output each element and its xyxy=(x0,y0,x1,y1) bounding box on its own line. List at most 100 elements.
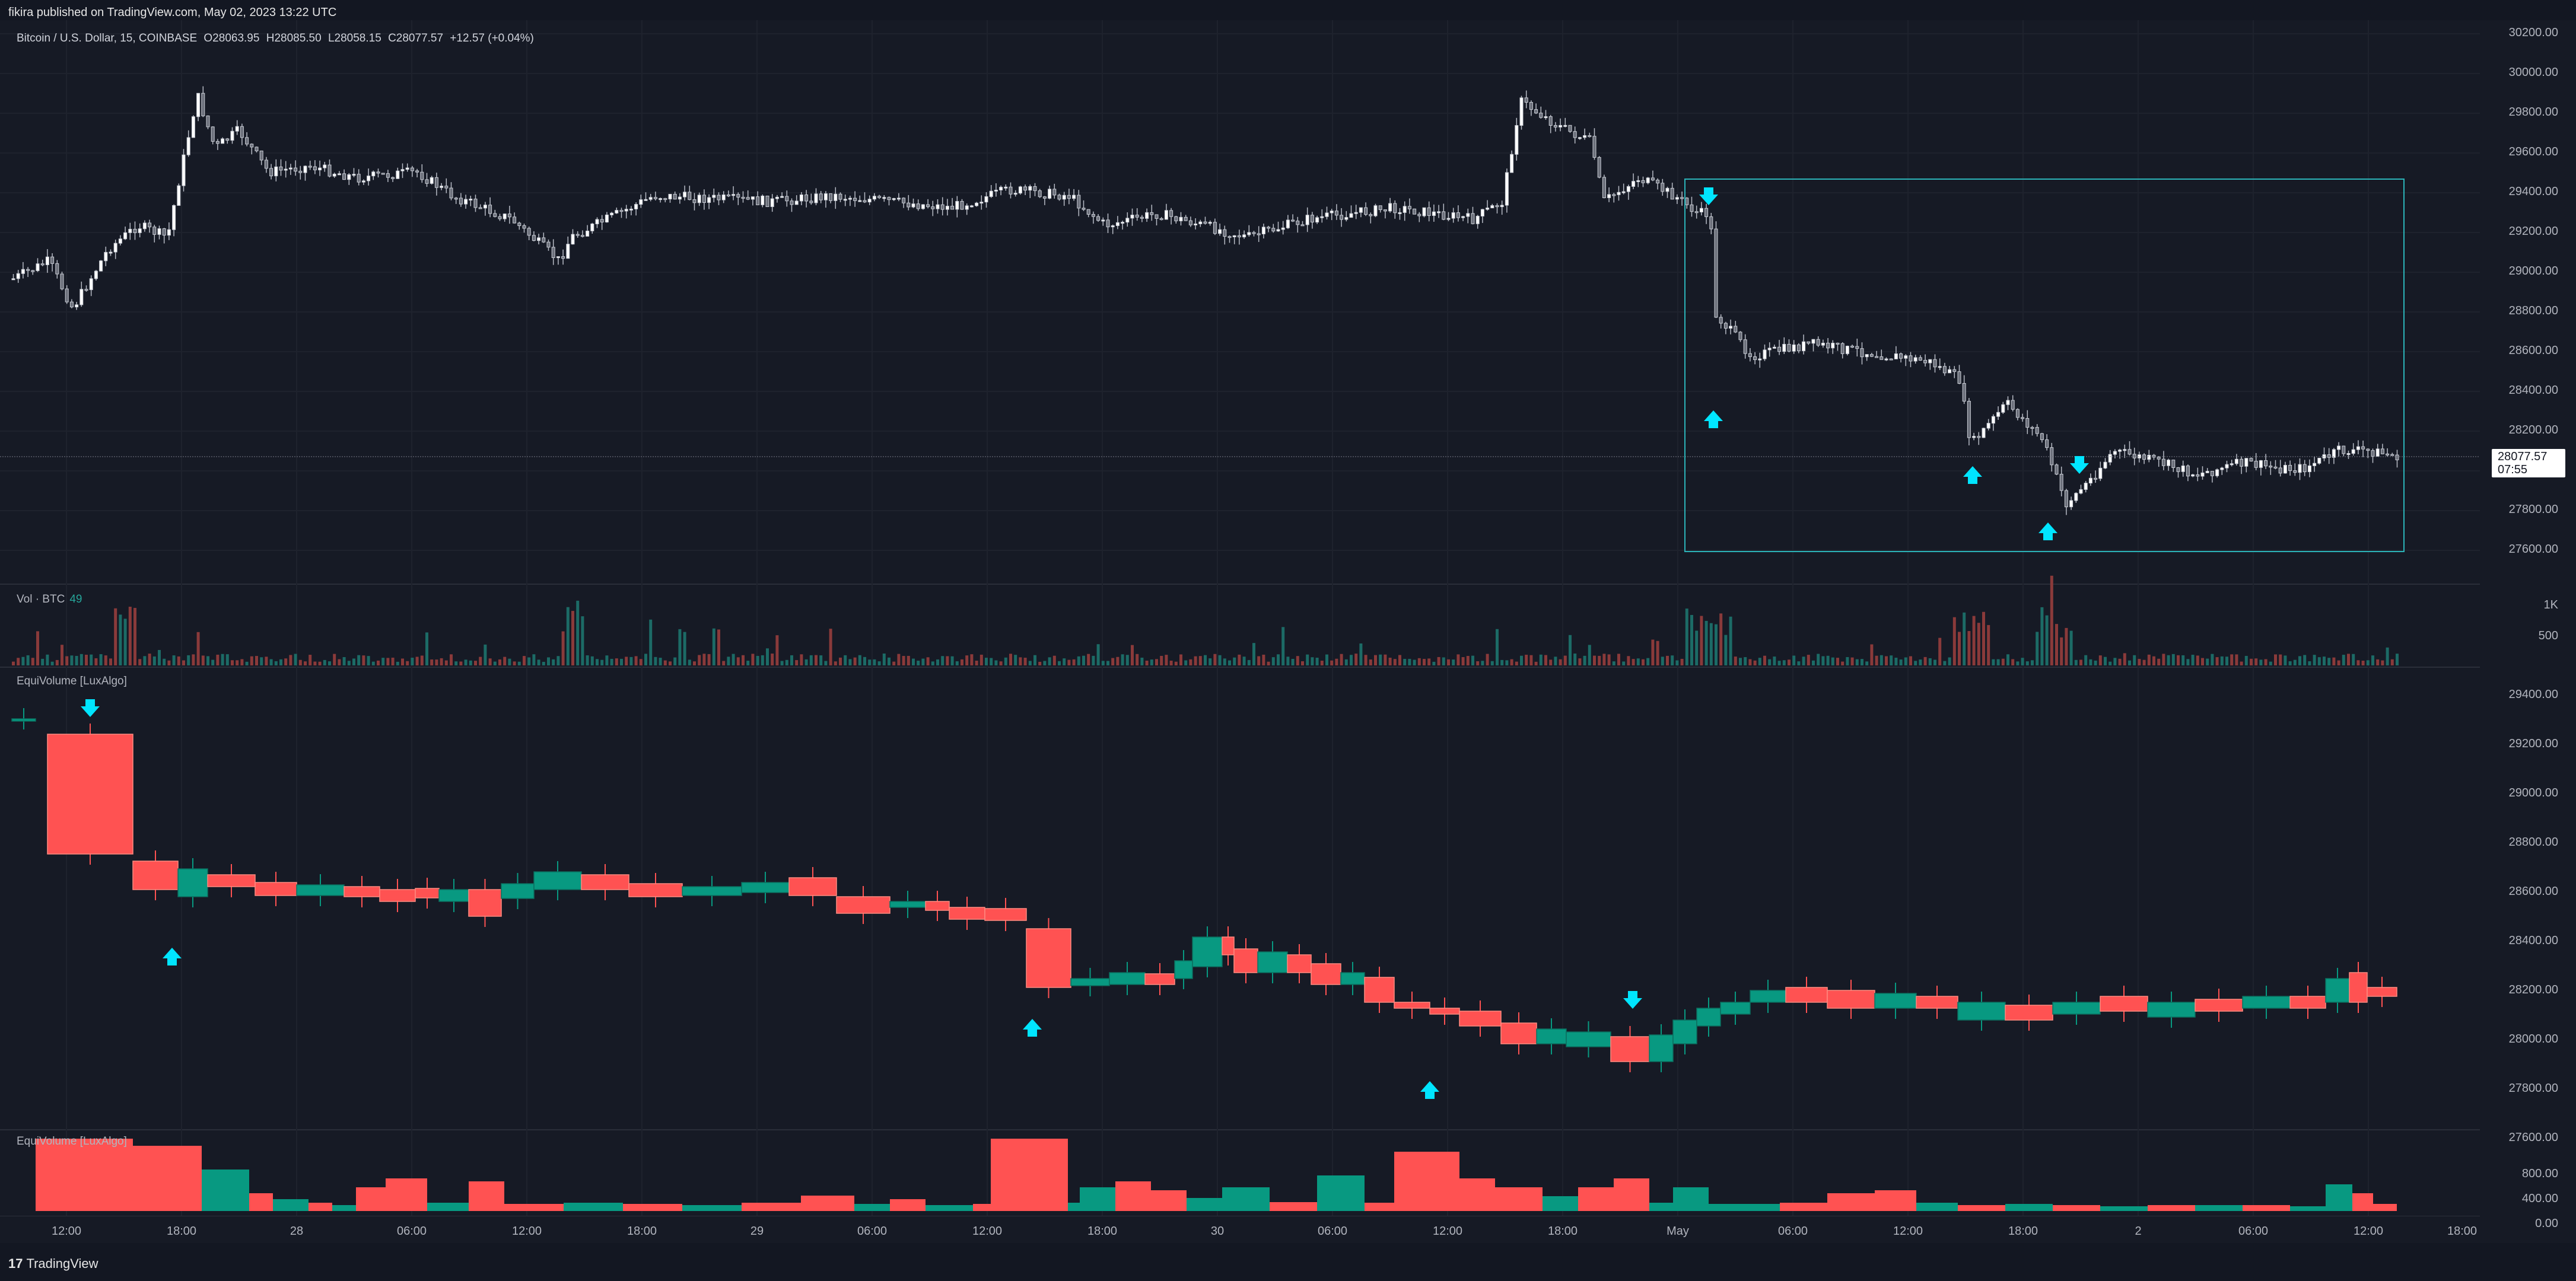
volume-bar xyxy=(1636,658,1640,665)
volume-bar xyxy=(1077,656,1080,665)
equivolume-candle xyxy=(1340,972,1365,985)
volume-bar xyxy=(1140,657,1144,665)
price-candle xyxy=(40,263,44,266)
volume-bar xyxy=(245,661,249,665)
volume-bar xyxy=(2284,655,2287,665)
price-candle xyxy=(1188,220,1192,225)
y-tick: 27800.00 xyxy=(2508,503,2558,516)
price-candle xyxy=(2108,454,2112,463)
price-candle xyxy=(1714,228,1718,318)
volume-bar xyxy=(309,655,312,665)
volume-bar xyxy=(1344,659,1348,665)
time-axis[interactable]: 12:00 18:00 28 06:00 12:00 18:00 29 06:0… xyxy=(0,1216,2480,1244)
volume-bar xyxy=(1306,654,1309,665)
volume-bar xyxy=(2031,660,2034,665)
chart-canvas[interactable] xyxy=(0,0,2480,1216)
volume-bar xyxy=(717,629,720,665)
arrow-up-icon xyxy=(1420,1081,1439,1099)
price-candle xyxy=(2196,474,2200,477)
volume-bar xyxy=(1174,661,1178,665)
y-tick: 28200.00 xyxy=(2508,423,2558,436)
price-candle xyxy=(610,212,614,215)
equivolume-pane-label[interactable]: EquiVolume [LuxAlgo] xyxy=(17,675,127,687)
price-candle xyxy=(571,234,575,245)
volume-bar xyxy=(2211,654,2214,665)
volume-bar xyxy=(1169,660,1173,665)
price-candle xyxy=(838,193,842,200)
volume-bar xyxy=(1500,659,1504,665)
price-candle xyxy=(2055,464,2059,475)
volume-bar xyxy=(1958,632,1961,665)
volume-bar xyxy=(2235,654,2238,665)
price-candle xyxy=(2171,460,2176,468)
volume-bar xyxy=(1359,643,1363,665)
symbol-legend[interactable]: Bitcoin / U.S. Dollar, 15, COINBASE O280… xyxy=(17,32,538,45)
volume-bar xyxy=(357,655,361,665)
volume-bar xyxy=(36,631,39,665)
volume-bar xyxy=(950,656,954,665)
price-candle xyxy=(327,164,332,177)
volume-bar xyxy=(1890,655,1893,665)
price-candle xyxy=(2181,466,2185,472)
volume-bar xyxy=(1125,655,1129,665)
volume-bar xyxy=(639,659,643,665)
volume-bar xyxy=(1486,654,1489,665)
volume-bar xyxy=(2065,627,2068,665)
price-candle xyxy=(308,165,312,168)
price-candle xyxy=(1334,211,1338,216)
volume-bar xyxy=(2089,659,2092,665)
equivolume-bars-pane-label[interactable]: EquiVolume [LuxAlgo] xyxy=(17,1135,127,1148)
volume-bar xyxy=(1792,655,1796,665)
volume-pane-label[interactable]: Vol · BTC 49 xyxy=(17,593,82,606)
volume-bar xyxy=(1048,657,1051,665)
price-candle xyxy=(123,232,128,240)
price-candle xyxy=(1928,359,1932,364)
volume-bar xyxy=(1505,660,1509,665)
volume-bar xyxy=(888,657,891,665)
volume-bar xyxy=(274,661,278,665)
price-candle xyxy=(1802,341,1806,352)
volume-bar xyxy=(1695,630,1699,665)
volume-bar xyxy=(1335,658,1338,665)
price-candle xyxy=(2035,427,2039,434)
price-candle xyxy=(1913,357,1917,362)
price-candle xyxy=(1612,194,1616,196)
equivolume-candle xyxy=(1720,1002,1751,1015)
price-candle xyxy=(79,289,84,305)
volume-bar xyxy=(1807,655,1810,665)
volume-bar xyxy=(1569,635,1572,665)
volume-bar xyxy=(1773,657,1776,665)
volume-bar xyxy=(1194,656,1197,665)
volume-bar xyxy=(119,614,122,665)
volume-bar xyxy=(1228,660,1231,665)
volume-bar xyxy=(2381,660,2384,665)
price-candle xyxy=(896,197,901,200)
tradingview-brand[interactable]: 17 TradingView xyxy=(8,1256,98,1272)
equivolume-volume-bar xyxy=(1958,1205,2005,1211)
price-axis[interactable]: 30200.00 30000.00 29800.00 29600.00 2940… xyxy=(2480,20,2576,1230)
volume-bar xyxy=(746,661,750,665)
equivolume-candle xyxy=(1257,951,1288,973)
price-candle xyxy=(2030,427,2034,429)
volume-bar xyxy=(2152,656,2155,665)
price-candle xyxy=(342,173,346,180)
volume-bar xyxy=(513,661,516,665)
price-candle xyxy=(425,179,429,184)
price-candle xyxy=(352,174,356,176)
volume-bar xyxy=(877,661,881,665)
volume-bar xyxy=(1977,623,1980,665)
volume-bar xyxy=(596,659,599,665)
volume-bar xyxy=(2025,661,2029,665)
price-candle xyxy=(1909,355,1913,362)
x-tick: 18:00 xyxy=(626,1225,657,1238)
volume-bar xyxy=(2327,658,2331,665)
price-candle xyxy=(1948,369,1952,374)
price-candle xyxy=(1082,208,1086,210)
price-candle xyxy=(770,198,774,208)
volume-bar xyxy=(1875,655,1878,665)
price-candle xyxy=(357,174,361,183)
price-candle xyxy=(1213,222,1217,234)
volume-bar xyxy=(1320,661,1324,665)
equivolume-candle xyxy=(741,882,790,893)
price-candle xyxy=(415,170,419,173)
